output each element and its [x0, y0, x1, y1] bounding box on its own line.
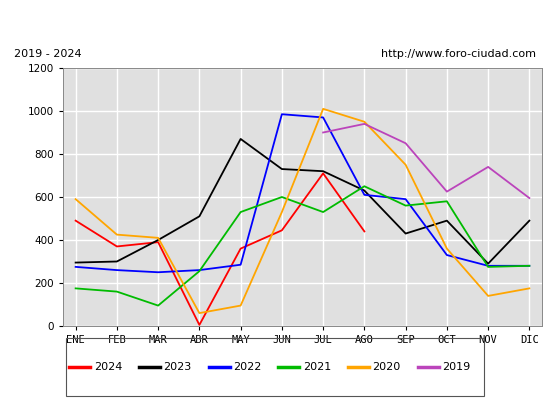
2019 — [443, 189, 450, 194]
2020 — [73, 197, 79, 202]
2024 — [278, 228, 285, 233]
2021 — [485, 264, 491, 269]
2023 — [113, 259, 120, 264]
2020 — [155, 236, 162, 240]
2021 — [196, 269, 202, 274]
2022 — [526, 263, 532, 268]
2023 — [443, 218, 450, 223]
2024 — [320, 171, 326, 176]
2024 — [73, 218, 79, 223]
Line: 2020: 2020 — [76, 109, 529, 313]
2022 — [237, 262, 244, 267]
2023 — [361, 188, 367, 193]
Line: 2024: 2024 — [76, 173, 364, 325]
Text: 2019 - 2024: 2019 - 2024 — [14, 49, 81, 59]
Line: 2019: 2019 — [323, 124, 529, 198]
Text: 2021: 2021 — [303, 362, 331, 372]
2021 — [113, 289, 120, 294]
2023 — [320, 169, 326, 174]
2023 — [402, 231, 409, 236]
2019 — [320, 130, 326, 135]
2022 — [73, 264, 79, 269]
Line: 2022: 2022 — [76, 114, 529, 272]
Text: 2019: 2019 — [442, 362, 470, 372]
2022 — [402, 197, 409, 202]
2022 — [155, 270, 162, 275]
2019 — [485, 164, 491, 169]
Text: http://www.foro-ciudad.com: http://www.foro-ciudad.com — [381, 49, 536, 59]
2020 — [278, 210, 285, 214]
2021 — [443, 199, 450, 204]
2023 — [155, 238, 162, 242]
2024 — [155, 240, 162, 244]
2022 — [196, 268, 202, 272]
2020 — [320, 106, 326, 111]
2021 — [155, 303, 162, 308]
Line: 2023: 2023 — [76, 139, 529, 264]
2020 — [526, 286, 532, 291]
2020 — [196, 311, 202, 316]
2020 — [237, 303, 244, 308]
Text: 2020: 2020 — [372, 362, 401, 372]
2019 — [526, 196, 532, 200]
2024 — [196, 322, 202, 327]
2020 — [361, 119, 367, 124]
2023 — [237, 136, 244, 141]
2021 — [361, 184, 367, 189]
2019 — [361, 122, 367, 126]
2020 — [113, 232, 120, 237]
2023 — [526, 218, 532, 223]
2020 — [443, 246, 450, 251]
2021 — [237, 210, 244, 214]
Text: 2023: 2023 — [163, 362, 192, 372]
2024 — [361, 229, 367, 234]
Text: 2024: 2024 — [94, 362, 122, 372]
2021 — [402, 203, 409, 208]
2022 — [113, 268, 120, 272]
Text: 2022: 2022 — [233, 362, 262, 372]
2020 — [485, 294, 491, 298]
2022 — [443, 253, 450, 258]
2021 — [278, 194, 285, 199]
2021 — [526, 263, 532, 268]
2023 — [485, 261, 491, 266]
2023 — [73, 260, 79, 265]
Line: 2021: 2021 — [76, 186, 529, 306]
2024 — [113, 244, 120, 249]
2019 — [402, 141, 409, 146]
2022 — [278, 112, 285, 117]
2023 — [196, 214, 202, 219]
Text: Evolucion Nº Turistas Nacionales en el municipio de La Pera: Evolucion Nº Turistas Nacionales en el m… — [47, 14, 503, 28]
2021 — [320, 210, 326, 214]
2023 — [278, 167, 285, 172]
2024 — [237, 246, 244, 251]
2022 — [320, 115, 326, 120]
2022 — [485, 263, 491, 268]
2021 — [73, 286, 79, 291]
2020 — [402, 162, 409, 167]
2022 — [361, 192, 367, 197]
